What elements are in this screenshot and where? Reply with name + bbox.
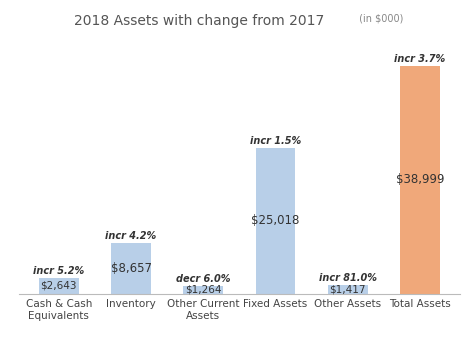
Text: incr 1.5%: incr 1.5% <box>250 136 301 146</box>
Text: 2018 Assets with change from 2017: 2018 Assets with change from 2017 <box>74 14 324 28</box>
Text: $1,417: $1,417 <box>329 284 366 294</box>
Text: $25,018: $25,018 <box>251 214 300 227</box>
Text: incr 3.7%: incr 3.7% <box>394 54 446 64</box>
Text: $2,643: $2,643 <box>41 281 77 291</box>
Bar <box>400 66 440 294</box>
Text: $38,999: $38,999 <box>396 173 444 187</box>
Text: decr 6.0%: decr 6.0% <box>176 274 230 284</box>
Text: $8,657: $8,657 <box>110 262 152 275</box>
Text: incr 5.2%: incr 5.2% <box>33 266 84 276</box>
Text: incr 81.0%: incr 81.0% <box>319 273 377 283</box>
Text: (in $000): (in $000) <box>356 14 403 24</box>
Text: $1,264: $1,264 <box>185 285 221 295</box>
Text: incr 4.2%: incr 4.2% <box>105 231 157 241</box>
Bar <box>255 148 295 294</box>
Bar <box>328 285 367 294</box>
Bar <box>111 243 151 294</box>
Bar <box>183 286 223 294</box>
Bar <box>39 278 79 294</box>
